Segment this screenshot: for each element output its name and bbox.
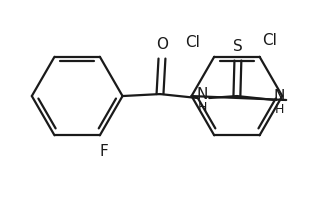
Text: S: S xyxy=(233,39,243,54)
Text: N: N xyxy=(197,87,208,102)
Text: H: H xyxy=(275,103,284,116)
Text: Cl: Cl xyxy=(185,35,200,50)
Text: F: F xyxy=(100,144,108,159)
Text: H: H xyxy=(198,101,207,114)
Text: O: O xyxy=(156,37,168,52)
Text: Cl: Cl xyxy=(262,33,277,49)
Text: N: N xyxy=(274,89,285,104)
